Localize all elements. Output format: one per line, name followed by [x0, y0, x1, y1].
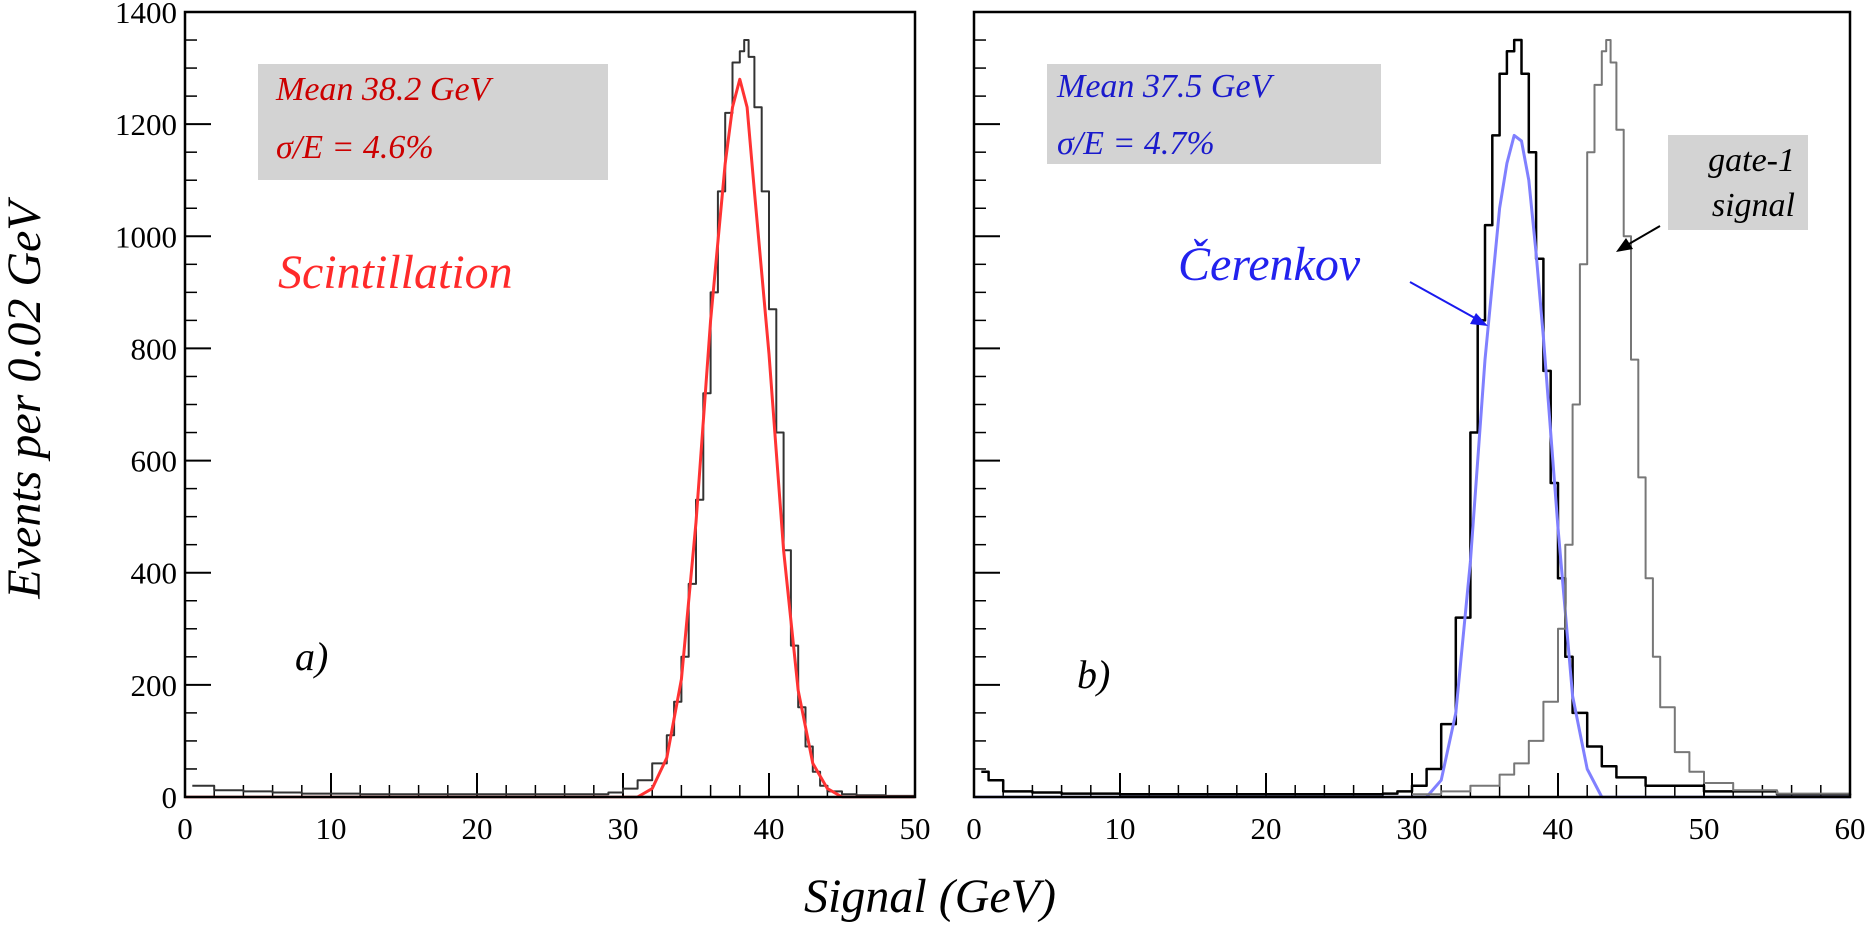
panel-a-xtick-label: 40: [754, 811, 785, 846]
gate-arrowhead: [1616, 238, 1633, 252]
panel-b: Mean 37.5 GeV σ/E = 4.7% Čerenkov gate-1…: [966, 10, 1866, 846]
ytick-label: 0: [162, 780, 178, 815]
panel-b-stats-box: [1047, 64, 1381, 164]
panel-b-xtick-label: 40: [1543, 811, 1574, 846]
panel-a-ticks: 0 10 20 30 40 50 0 200 400 600 800 1000 1200 1400: [115, 0, 931, 846]
panel-b-ticks: 0 10 20 30 40 50 60: [966, 11, 1866, 846]
gate-label-line2: signal: [1712, 187, 1795, 224]
panel-a-stats-box: [258, 64, 608, 180]
panel-b-xtick-label: 30: [1397, 811, 1428, 846]
ytick-label: 800: [131, 331, 178, 366]
panel-a-resolution-label: σ/E = 4.6%: [276, 129, 434, 166]
panel-a-frame: [183, 10, 917, 799]
panel-b-xtick-label: 50: [1689, 811, 1720, 846]
panel-b-fit-series-1: [1425, 133, 1604, 798]
ytick-label: 200: [131, 668, 178, 703]
panel-b-resolution-label: σ/E = 4.7%: [1057, 125, 1215, 162]
panel-b-histogram-series-2: [1412, 39, 1851, 796]
panel-a-letter: a): [295, 634, 328, 679]
gate-label-box: [1668, 135, 1808, 230]
y-axis-label: Events per 0.02 GeV: [0, 197, 51, 600]
panel-b-xtick-label: 20: [1251, 811, 1282, 846]
panel-a: Mean 38.2 GeV σ/E = 4.6% Scintillation a…: [115, 0, 931, 846]
ytick-label: 400: [131, 556, 178, 591]
x-axis-label: Signal (GeV): [804, 870, 1056, 923]
panel-a-xtick-label: 0: [177, 811, 193, 846]
panel-a-mean-label: Mean 38.2 GeV: [275, 71, 495, 108]
panel-b-xtick-label: 10: [1105, 811, 1136, 846]
cerenkov-arrow: [1409, 281, 1483, 323]
ytick-label: 600: [131, 444, 178, 479]
panel-b-xtick-label: 60: [1835, 811, 1866, 846]
panel-b-histogram-series-0: [981, 38, 1852, 796]
scintillation-label: Scintillation: [278, 246, 513, 299]
panel-a-xtick-label: 30: [608, 811, 639, 846]
panel-b-xtick-label: 0: [966, 811, 982, 846]
gate-label-line1: gate-1: [1708, 142, 1795, 179]
panel-a-fit-series-1: [636, 77, 843, 799]
panel-a-xtick-label: 10: [316, 811, 347, 846]
cerenkov-arrowhead: [1470, 313, 1488, 326]
panel-b-mean-label: Mean 37.5 GeV: [1056, 68, 1276, 105]
panel-b-frame: [972, 10, 1852, 799]
panel-a-xtick-label: 20: [462, 811, 493, 846]
panel-b-letter: b): [1077, 652, 1110, 697]
ytick-label: 1000: [115, 219, 177, 254]
ytick-label: 1400: [115, 0, 177, 30]
cerenkov-label: Čerenkov: [1178, 237, 1361, 291]
ytick-label: 1200: [115, 107, 177, 142]
panel-a-xtick-label: 50: [900, 811, 931, 846]
